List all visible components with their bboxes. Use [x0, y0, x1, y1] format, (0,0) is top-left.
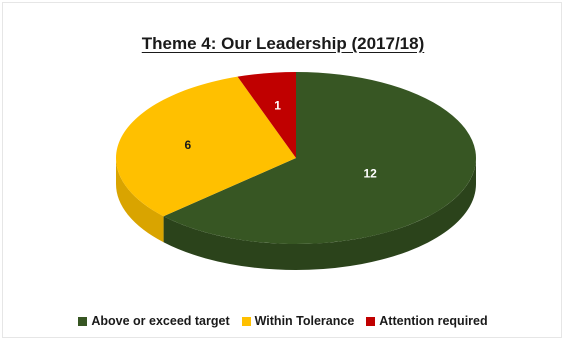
chart-title-text: Theme 4: Our Leadership (2017/18)	[141, 34, 425, 53]
pie-slice-above	[163, 72, 476, 244]
chart-frame	[2, 2, 562, 338]
pie-side-tolerance	[116, 158, 164, 243]
pie-side-above	[163, 158, 476, 270]
legend: Above or exceed target Within Tolerance …	[0, 314, 566, 328]
legend-item-above: Above or exceed target	[78, 314, 230, 328]
pie-slice-tolerance	[115, 76, 296, 217]
data-label-attention: 1	[274, 98, 281, 112]
data-label-above: 12	[363, 167, 377, 181]
chart-title: Theme 4: Our Leadership (2017/18)	[0, 34, 566, 54]
pie-slices	[115, 72, 476, 244]
legend-swatch-above	[78, 316, 88, 326]
pie-labels: 12 6 1	[184, 98, 377, 180]
legend-swatch-tolerance	[241, 316, 251, 326]
data-label-tolerance: 6	[184, 138, 191, 152]
pie-slice-attention	[237, 72, 296, 158]
legend-label-tolerance: Within Tolerance	[254, 314, 355, 328]
pie-sides	[116, 158, 476, 270]
legend-item-attention: Attention required	[366, 314, 488, 328]
legend-label-attention: Attention required	[379, 314, 488, 328]
legend-item-tolerance: Within Tolerance	[241, 314, 355, 328]
legend-label-above: Above or exceed target	[91, 314, 230, 328]
legend-swatch-attention	[366, 316, 376, 326]
